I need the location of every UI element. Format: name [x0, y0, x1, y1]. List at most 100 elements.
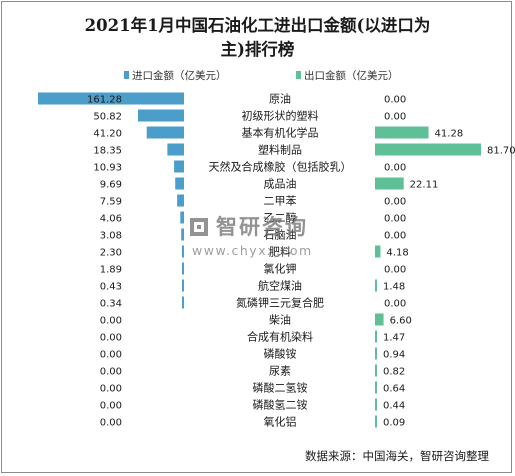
export-value-label: 1.47 [383, 333, 405, 344]
export-value-label: 0.00 [384, 197, 406, 208]
export-bar [375, 126, 429, 139]
category-label: 原油 [269, 92, 291, 106]
import-value-label: 0.34 [100, 299, 122, 310]
import-value-label: 0.00 [100, 350, 122, 361]
category-label: 氧化铝 [264, 415, 297, 429]
legend-import-swatch [124, 71, 129, 79]
import-value-label: 0.00 [100, 384, 122, 395]
import-value-label: 9.69 [100, 180, 122, 191]
export-bar [375, 245, 381, 258]
chart-title: 2021年1月中国石油化工进出口金额(以进口为 主)排行榜 [20, 14, 495, 62]
export-bar [375, 313, 384, 326]
export-value-label: 4.18 [386, 248, 408, 259]
category-label: 乙二醇 [264, 211, 297, 225]
category-label: 基本有机化学品 [242, 126, 319, 140]
export-bar [375, 177, 404, 190]
import-value-label: 161.28 [87, 95, 122, 106]
export-value-label: 0.00 [384, 163, 406, 174]
category-label: 尿素 [269, 365, 291, 378]
category-label: 初级形状的塑料 [242, 109, 319, 123]
category-label: 肥料 [269, 245, 291, 259]
category-label: 天然及合成橡胶（包括胶乳） [209, 160, 352, 174]
export-value-label: 0.44 [383, 401, 405, 412]
export-bar [375, 279, 377, 292]
export-bar [375, 330, 377, 343]
import-bar [181, 245, 184, 258]
category-label: 航空煤油 [258, 279, 302, 293]
export-value-label: 0.82 [383, 367, 405, 378]
category-label: 柴油 [269, 313, 291, 327]
import-bar [180, 211, 184, 224]
import-value-label: 0.00 [100, 316, 122, 327]
import-value-label: 10.93 [93, 163, 122, 174]
import-value-label: 2.30 [100, 248, 122, 259]
export-value-label: 22.11 [410, 180, 439, 191]
import-bar [181, 228, 184, 241]
legend-export: 出口金额（亿美元） [296, 69, 399, 83]
category-label: 成品油 [264, 177, 297, 191]
import-bar [182, 262, 184, 275]
import-bar [175, 177, 184, 190]
category-label: 石脑油 [264, 228, 297, 242]
category-label: 磷酸二氢铵 [253, 381, 308, 395]
export-value-label: 0.00 [384, 112, 406, 123]
import-bar [177, 194, 184, 207]
import-bar [137, 109, 184, 122]
watermark-url: www.chyxx.com [192, 243, 313, 258]
export-bar [375, 364, 377, 377]
export-value-label: 0.09 [383, 418, 405, 429]
legend-export-label: 出口金额（亿美元） [304, 70, 399, 82]
export-value-label: 81.70 [487, 146, 515, 157]
category-label: 氮磷钾三元复合肥 [236, 296, 324, 310]
export-bar [375, 381, 377, 394]
import-value-label: 0.00 [100, 418, 122, 429]
import-value-label: 7.59 [100, 197, 122, 208]
legend-import-label: 进口金额（亿美元） [132, 70, 227, 82]
category-label: 二甲苯 [264, 194, 297, 208]
legend-import: 进口金额（亿美元） [124, 69, 227, 83]
import-bar [174, 160, 184, 173]
export-value-label: 0.00 [384, 214, 406, 225]
chart-title-line-2: 主)排行榜 [220, 40, 295, 59]
export-value-label: 41.28 [435, 129, 464, 140]
import-value-label: 41.20 [93, 129, 122, 140]
import-value-label: 0.00 [100, 367, 122, 378]
export-bar [375, 143, 481, 156]
export-value-label: 0.00 [384, 299, 406, 310]
import-bar [38, 92, 184, 105]
import-value-label: 50.82 [93, 112, 122, 123]
import-value-label: 4.06 [100, 214, 122, 225]
export-bar [375, 415, 377, 428]
watermark-brand: 智研咨询 [216, 215, 308, 239]
category-label: 塑料制品 [258, 143, 302, 157]
import-value-label: 0.00 [100, 401, 122, 412]
export-value-label: 0.00 [384, 95, 406, 106]
category-label: 合成有机染料 [247, 330, 313, 344]
export-value-label: 1.48 [383, 282, 405, 293]
import-bar [182, 279, 184, 292]
import-bar [167, 143, 184, 156]
export-value-label: 0.00 [384, 231, 406, 242]
export-value-label: 0.94 [383, 350, 405, 361]
import-value-label: 0.43 [100, 282, 122, 293]
import-bar [146, 126, 184, 139]
export-value-label: 0.64 [383, 384, 405, 395]
chart-title-line-1: 2021年1月中国石油化工进出口金额(以进口为 [84, 16, 431, 35]
watermark: 智研咨询 www.chyxx.com [188, 213, 338, 261]
export-value-label: 6.60 [390, 316, 412, 327]
legend-export-swatch [296, 71, 301, 79]
category-label: 磷酸铵 [264, 347, 297, 361]
import-value-label: 18.35 [93, 146, 122, 157]
import-bar [182, 296, 184, 309]
export-bar [375, 398, 377, 411]
import-value-label: 3.08 [100, 231, 122, 242]
category-label: 氯化钾 [264, 262, 297, 276]
export-bar [375, 347, 377, 360]
watermark-logo-icon [190, 218, 208, 236]
import-value-label: 0.00 [100, 333, 122, 344]
source-note: 数据来源：中国海关，智研咨询整理 [305, 449, 489, 463]
export-value-label: 0.00 [384, 265, 406, 276]
category-label: 磷酸氢二铵 [253, 398, 308, 412]
